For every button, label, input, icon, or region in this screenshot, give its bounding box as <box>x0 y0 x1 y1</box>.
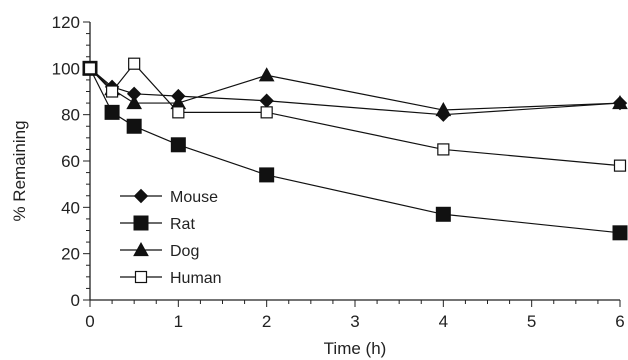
series-human-markers <box>83 57 627 172</box>
y-tick-label: 20 <box>61 245 80 264</box>
x-tick-label: 2 <box>262 312 271 331</box>
data-point-human <box>105 85 119 98</box>
data-point-human <box>83 62 97 75</box>
y-tick-label: 100 <box>52 59 80 78</box>
series-dog <box>89 67 621 111</box>
legend-label: Mouse <box>170 189 218 206</box>
x-tick-label: 3 <box>350 312 359 331</box>
data-point-rat <box>170 137 186 153</box>
data-point-rat <box>104 104 120 120</box>
legend: Mouse Rat Dog Human <box>120 188 222 287</box>
series-mouse <box>89 67 621 116</box>
y-tick-label: 60 <box>61 152 80 171</box>
data-point-human <box>128 57 141 70</box>
series-human-line <box>89 62 621 167</box>
legend-marker-rat <box>133 215 149 231</box>
x-tick-label: 6 <box>615 312 624 331</box>
x-tick-label: 0 <box>85 312 94 331</box>
y-tick-label: 40 <box>61 198 80 217</box>
data-point-human <box>437 143 450 156</box>
data-point-human <box>260 106 273 119</box>
x-axis-title: Time (h) <box>324 339 387 358</box>
x-tick-label: 1 <box>174 312 183 331</box>
y-tick-label: 120 <box>52 13 80 32</box>
data-point-dog <box>435 102 452 117</box>
data-point-dog <box>258 67 275 82</box>
legend-item-rat: Rat <box>120 215 195 233</box>
data-point-rat <box>612 225 628 241</box>
series-rat-markers <box>82 60 628 241</box>
data-point-dog <box>612 95 628 110</box>
data-point-rat <box>126 118 142 134</box>
y-tick-label: 80 <box>61 106 80 125</box>
legend-label: Rat <box>170 216 195 233</box>
series-mouse-markers <box>82 61 628 122</box>
legend-label: Human <box>170 270 222 287</box>
data-point-rat <box>435 206 451 222</box>
legend-item-dog: Dog <box>120 241 199 260</box>
legend-marker-mouse <box>133 188 149 204</box>
data-point-mouse <box>259 93 274 108</box>
series-human <box>89 62 621 167</box>
data-point-human <box>172 106 185 119</box>
y-axis-title: % Remaining <box>10 120 29 221</box>
y-tick-label: 0 <box>71 291 80 310</box>
legend-marker-dog <box>133 241 149 257</box>
legend-marker-human <box>134 270 148 284</box>
data-point-human <box>613 159 627 172</box>
legend-item-human: Human <box>120 270 222 287</box>
series-dog-line <box>89 67 621 111</box>
legend-item-mouse: Mouse <box>120 188 218 206</box>
x-tick-label: 4 <box>439 312 448 331</box>
series-layer <box>82 57 628 241</box>
data-point-rat <box>259 167 275 183</box>
legend-label: Dog <box>170 243 199 260</box>
x-tick-label: 5 <box>527 312 536 331</box>
series-mouse-line <box>89 67 621 116</box>
data-point-dog <box>126 95 143 110</box>
